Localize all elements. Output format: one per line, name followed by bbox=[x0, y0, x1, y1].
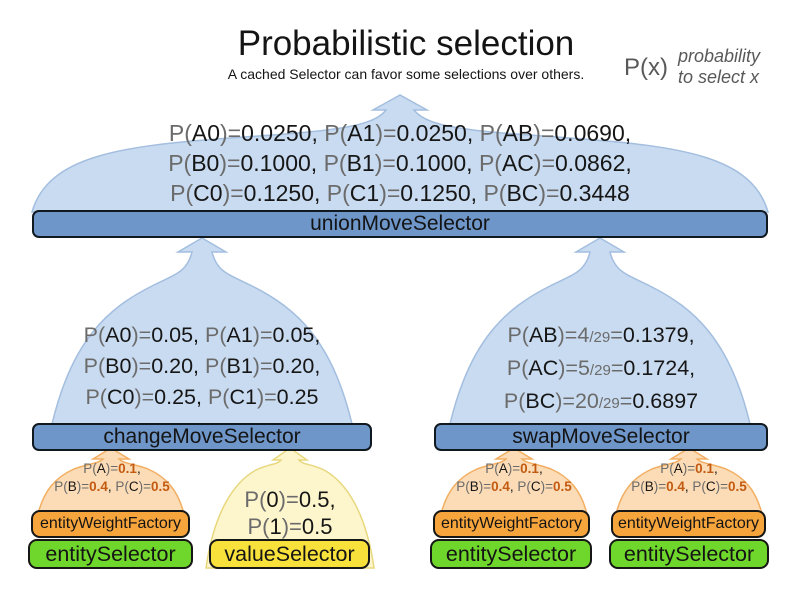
entity-weight-probabilities-1: P(A)=0.1, P(B)=0.4, P(C)=0.5 bbox=[54, 461, 170, 494]
union-funnel-shape bbox=[31, 94, 769, 213]
legend-description-line-1: probability bbox=[678, 46, 761, 66]
entity-weight-factory-bar-2: entityWeightFactory bbox=[433, 510, 590, 538]
value-probabilities: P(0)=0.5, P(1)=0.5 bbox=[244, 487, 336, 539]
page-subtitle: A cached Selector can favor some selecti… bbox=[227, 66, 585, 82]
union-move-selector-bar: unionMoveSelector bbox=[32, 210, 768, 238]
entity-selector-bar-3: entitySelector bbox=[609, 539, 769, 569]
entity-weight-funnel-2 bbox=[440, 447, 588, 515]
entity-weight-probabilities-2: P(A)=0.1, P(B)=0.4, P(C)=0.5 bbox=[456, 461, 572, 494]
union-probabilities: P(A0)=0.0250, P(A1)=0.0250, P(AB)=0.0690… bbox=[168, 120, 632, 206]
page-title: Probabilistic selection bbox=[237, 24, 575, 63]
entity-weight-factory-bar-1: entityWeightFactory bbox=[31, 510, 190, 538]
entity-weight-funnel-3 bbox=[615, 447, 763, 515]
entity-selector-bar-2: entitySelector bbox=[430, 539, 592, 569]
change-move-selector-bar: changeMoveSelector bbox=[32, 423, 372, 451]
entity-weight-funnel-1 bbox=[37, 447, 185, 515]
change-funnel-shape bbox=[51, 237, 353, 425]
legend-description-line-2: to select x bbox=[678, 67, 760, 87]
swap-funnel-shape bbox=[449, 237, 751, 425]
swap-probabilities: P(AB)=4/29=0.1379, P(AC)=5/29=0.1724, P(BC… bbox=[503, 323, 699, 413]
entity-weight-probabilities-3: P(A)=0.1, P(B)=0.4, P(C)=0.5 bbox=[631, 461, 747, 494]
value-selector-bar: valueSelector bbox=[209, 539, 370, 569]
entity-selector-bar-1: entitySelector bbox=[28, 539, 193, 569]
swap-move-selector-bar: swapMoveSelector bbox=[434, 423, 768, 451]
legend-symbol: P(x) bbox=[624, 54, 668, 81]
change-probabilities: P(A0)=0.05, P(A1)=0.05, P(B0)=0.20, P(B1)… bbox=[83, 323, 321, 409]
entity-weight-factory-bar-3: entityWeightFactory bbox=[611, 510, 766, 538]
legend-description: probability to select x bbox=[678, 46, 760, 88]
value-funnel-shape bbox=[205, 447, 375, 569]
